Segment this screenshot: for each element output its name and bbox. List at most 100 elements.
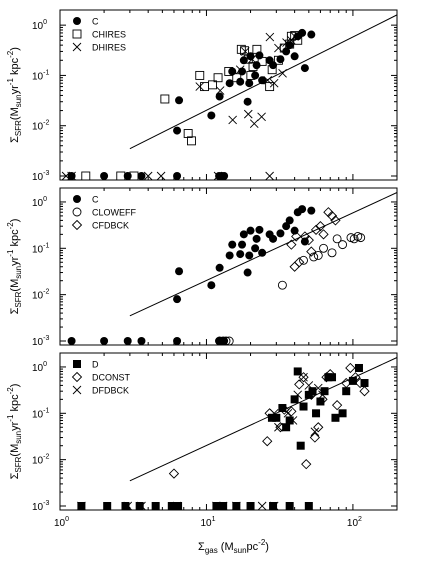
data-point <box>342 387 351 396</box>
data-point <box>247 54 257 64</box>
panel-1: 100 10-1 10-2 10-3 ΣSFR(Msunyr-1 kpc-2) C CHIR… <box>6 9 398 183</box>
data-point <box>215 263 224 272</box>
data-point <box>290 52 299 61</box>
y-tick-label: 10-2 <box>32 289 49 302</box>
data-point <box>269 408 279 418</box>
data-point <box>232 501 241 511</box>
x-axis-title: Σgas (Msunpc-2) <box>198 538 269 555</box>
data-point <box>313 383 323 393</box>
data-point <box>208 80 217 90</box>
data-point <box>236 250 245 259</box>
data-point <box>213 73 223 83</box>
data-point <box>243 109 253 119</box>
y-tick-label: 10-2 <box>32 454 49 467</box>
data-point <box>246 70 256 80</box>
y-tick-label: 10-1 <box>32 407 49 420</box>
data-point <box>200 82 209 92</box>
data-point <box>269 61 278 70</box>
data-point <box>310 224 322 235</box>
y-tick-label: 10-3 <box>32 170 49 183</box>
legend-label: C <box>92 195 99 205</box>
data-point <box>298 372 309 383</box>
data-point <box>304 502 313 510</box>
data-point <box>251 244 260 253</box>
data-point <box>338 240 348 250</box>
panel-2: 100 10-1 10-2 10-3 ΣSFR(Msunyr-1 kpc-2) C CLOW… <box>6 187 398 348</box>
data-point <box>294 379 305 390</box>
data-point <box>307 30 316 39</box>
legend-marker <box>71 371 83 383</box>
data-point <box>293 35 303 45</box>
data-point <box>116 171 126 181</box>
data-point <box>121 502 130 510</box>
data-point <box>228 67 237 76</box>
data-point <box>255 225 264 234</box>
data-point <box>345 362 356 374</box>
data-point <box>310 427 320 437</box>
data-point <box>235 65 245 75</box>
data-point <box>286 406 297 417</box>
data-point <box>356 233 366 243</box>
data-point <box>123 337 132 345</box>
data-point <box>220 172 229 180</box>
data-point <box>301 459 312 470</box>
data-point <box>81 171 91 181</box>
data-point <box>240 46 249 56</box>
data-point <box>274 422 283 432</box>
data-point <box>228 240 237 249</box>
data-point <box>137 337 146 345</box>
y-tick-label: 10-3 <box>32 335 49 348</box>
data-point <box>285 502 294 510</box>
data-point <box>137 172 146 180</box>
legend-label: CLOWEFF <box>92 208 137 218</box>
data-point <box>272 413 281 422</box>
data-point <box>331 413 340 422</box>
legend-label: DFDBCK <box>92 386 129 396</box>
data-point <box>288 416 298 425</box>
data-point <box>269 502 278 510</box>
data-point <box>172 501 182 511</box>
data-point <box>225 79 234 88</box>
data-point <box>278 404 287 413</box>
series-c <box>67 28 316 180</box>
series-chires <box>81 31 303 181</box>
data-point <box>293 390 303 400</box>
data-point <box>320 387 329 396</box>
data-point <box>77 501 86 511</box>
series-dhires <box>61 31 300 181</box>
legend: D DCONST DFDBCK <box>71 360 131 396</box>
data-point <box>296 441 305 450</box>
data-point <box>267 413 276 422</box>
legend-label: DHIRES <box>92 43 126 53</box>
legend-marker <box>72 29 82 39</box>
data-point <box>309 252 319 262</box>
data-point <box>289 261 300 272</box>
data-point <box>279 404 290 415</box>
data-point <box>354 363 363 372</box>
fit-line <box>129 357 398 482</box>
data-point <box>246 226 255 235</box>
data-point <box>228 115 237 125</box>
data-point <box>156 171 166 181</box>
data-point <box>350 372 361 383</box>
data-point <box>318 390 327 400</box>
y-axis-title: ΣSFR(Msunyr-1 kpc-2) <box>6 384 23 480</box>
data-point <box>252 44 262 54</box>
y-tick-label: 100 <box>32 196 47 209</box>
data-point <box>326 210 338 222</box>
data-point <box>173 337 182 345</box>
data-point <box>332 234 342 244</box>
data-point <box>100 172 109 180</box>
data-point <box>306 246 317 257</box>
data-point <box>300 64 309 73</box>
data-point <box>315 221 326 232</box>
data-point <box>273 55 283 65</box>
legend-marker <box>73 17 81 25</box>
legend-label: DCONST <box>92 373 131 383</box>
data-point <box>348 376 357 385</box>
data-point <box>257 112 266 122</box>
data-point <box>262 436 273 447</box>
data-point <box>238 240 247 249</box>
legend-label: D <box>92 360 99 370</box>
